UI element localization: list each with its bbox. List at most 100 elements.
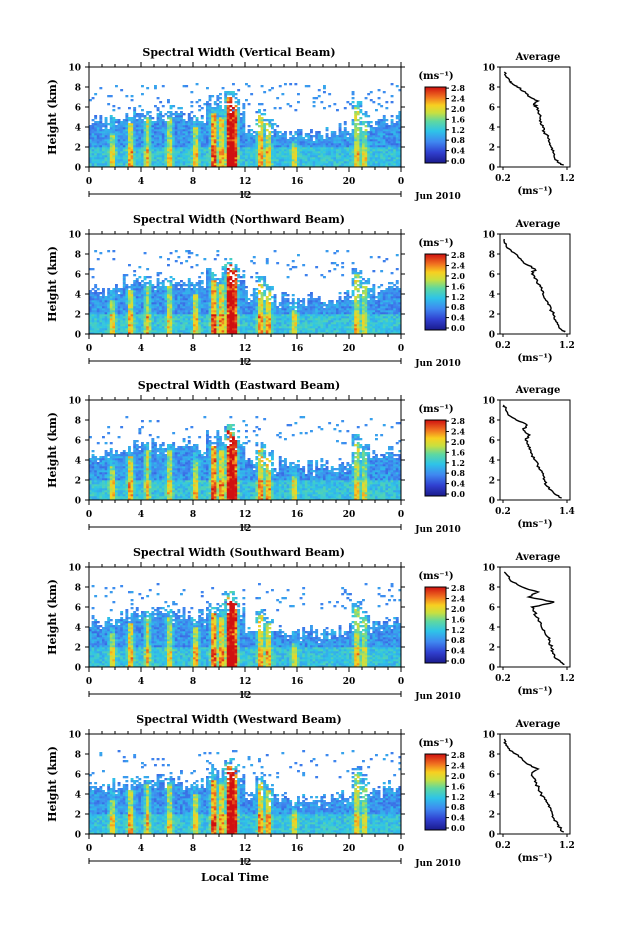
heatmap-cell bbox=[172, 123, 176, 126]
heatmap-cell bbox=[125, 113, 129, 116]
heatmap-cell bbox=[221, 117, 225, 120]
heatmap-cell bbox=[208, 318, 212, 321]
heatmap-cell bbox=[208, 280, 212, 283]
heatmap-cell bbox=[193, 145, 196, 148]
heatmap-cell bbox=[151, 117, 155, 120]
heatmap-cell bbox=[232, 296, 235, 299]
heatmap-cell bbox=[375, 159, 378, 162]
heatmap-cell bbox=[195, 153, 199, 156]
heatmap-cell bbox=[159, 139, 163, 142]
heatmap-cell bbox=[226, 322, 230, 325]
heatmap-cell bbox=[99, 141, 103, 144]
heatmap-cell bbox=[276, 131, 280, 134]
heatmap-cell bbox=[224, 149, 228, 152]
heatmap-cell bbox=[268, 89, 272, 92]
heatmap-cell bbox=[239, 282, 243, 285]
heatmap-cell bbox=[146, 310, 150, 313]
heatmap-cell bbox=[265, 149, 269, 152]
heatmap-cell bbox=[291, 165, 295, 168]
heatmap-cell bbox=[143, 294, 147, 297]
heatmap-cell bbox=[154, 302, 157, 305]
heatmap-cell bbox=[115, 290, 118, 293]
heatmap-cell bbox=[247, 85, 251, 88]
heatmap-cell bbox=[141, 292, 144, 295]
heatmap-cell bbox=[102, 320, 105, 323]
heatmap-cell bbox=[164, 129, 168, 132]
heatmap-cell bbox=[224, 153, 228, 156]
heatmap-cell bbox=[122, 320, 126, 323]
heatmap-cell bbox=[226, 286, 230, 289]
heatmap-cell bbox=[221, 290, 225, 293]
heatmap-cell bbox=[190, 91, 194, 94]
heatmap-cell bbox=[182, 131, 186, 134]
heatmap-cell bbox=[304, 161, 308, 164]
heatmap-cell bbox=[143, 161, 147, 164]
heatmap-cell bbox=[104, 139, 108, 142]
heatmap-cell bbox=[193, 308, 196, 311]
heatmap-cell bbox=[219, 312, 222, 315]
heatmap-cell bbox=[122, 304, 126, 307]
heatmap-cell bbox=[148, 165, 152, 168]
heatmap-cell bbox=[94, 312, 98, 315]
heatmap-cell bbox=[109, 157, 113, 160]
heatmap-cell bbox=[206, 304, 209, 307]
heatmap-cell bbox=[380, 127, 384, 130]
heatmap-cell bbox=[250, 145, 254, 148]
heatmap-cell bbox=[203, 296, 207, 299]
heatmap-cell bbox=[258, 135, 261, 138]
heatmap-cell bbox=[375, 143, 378, 146]
heatmap-cell bbox=[268, 161, 272, 164]
heatmap-cell bbox=[195, 165, 199, 168]
heatmap-cell bbox=[245, 292, 248, 295]
heatmap-cell bbox=[96, 161, 100, 164]
heatmap-cell bbox=[333, 151, 337, 154]
heatmap-cell bbox=[271, 141, 274, 144]
heatmap-cell bbox=[390, 161, 394, 164]
heatmap-cell bbox=[177, 320, 181, 323]
heatmap-cell bbox=[156, 282, 160, 285]
heatmap-cell bbox=[239, 127, 243, 130]
heatmap-cell bbox=[307, 137, 311, 140]
heatmap-cell bbox=[252, 332, 256, 335]
heatmap-cell bbox=[198, 326, 202, 329]
heatmap-cell bbox=[94, 147, 98, 150]
heatmap-cell bbox=[315, 143, 319, 146]
heatmap-cell bbox=[346, 159, 350, 162]
heatmap-cell bbox=[273, 147, 277, 150]
heatmap-cell bbox=[156, 290, 160, 293]
heatmap-cell bbox=[172, 127, 176, 130]
heatmap-cell bbox=[398, 165, 402, 168]
heatmap-cell bbox=[232, 153, 235, 156]
heatmap-cell bbox=[252, 131, 256, 134]
heatmap-cell bbox=[229, 139, 233, 142]
heatmap-cell bbox=[125, 320, 129, 323]
heatmap-cell bbox=[109, 332, 113, 335]
heatmap-cell bbox=[245, 143, 248, 146]
heatmap-cell bbox=[130, 330, 134, 333]
heatmap-cell bbox=[112, 133, 116, 136]
heatmap-cell bbox=[219, 111, 222, 114]
heatmap-cell bbox=[195, 300, 199, 303]
heatmap-cell bbox=[268, 328, 272, 331]
heatmap-cell bbox=[151, 312, 155, 315]
heatmap-cell bbox=[219, 318, 222, 321]
heatmap-cell bbox=[263, 294, 267, 297]
heatmap-cell bbox=[255, 123, 259, 126]
heatmap-cell bbox=[187, 296, 191, 299]
heatmap-cell bbox=[141, 159, 144, 162]
heatmap-cell bbox=[213, 292, 217, 295]
heatmap-cell bbox=[297, 129, 300, 132]
heatmap-cell bbox=[177, 115, 181, 118]
heatmap-cell bbox=[330, 159, 334, 162]
heatmap-cell bbox=[99, 310, 103, 313]
heatmap-cell bbox=[237, 137, 241, 140]
heatmap-cell bbox=[135, 155, 139, 158]
heatmap-cell bbox=[263, 135, 267, 138]
heatmap-cell bbox=[354, 135, 358, 138]
heatmap-cell bbox=[226, 304, 230, 307]
heatmap-cell bbox=[380, 147, 384, 150]
heatmap-cell bbox=[265, 151, 269, 154]
heatmap-cell bbox=[226, 330, 230, 333]
heatmap-cell bbox=[237, 149, 241, 152]
heatmap-cell bbox=[247, 125, 251, 128]
